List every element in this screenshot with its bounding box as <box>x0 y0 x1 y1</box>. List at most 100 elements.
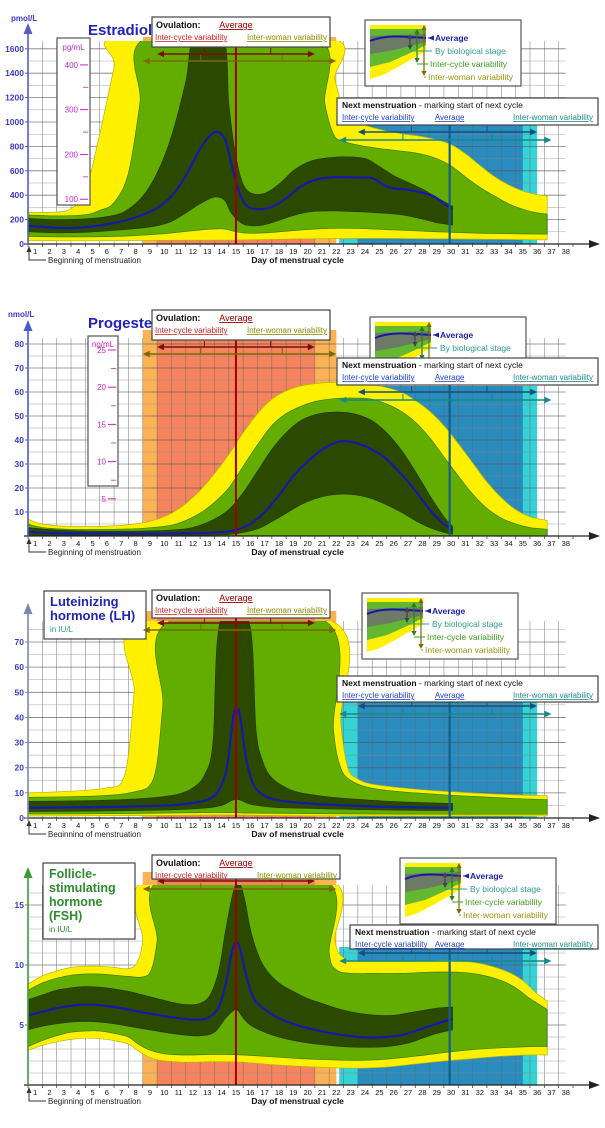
menstruation-average-label: Average <box>435 940 465 949</box>
origin-arrowhead-icon <box>26 246 32 252</box>
day-tick-label: 35 <box>519 1088 527 1097</box>
ovulation-inter-woman-label: Inter-woman variability <box>247 33 327 42</box>
menstruation-inter-cycle-arrow-left-arrowhead-icon <box>357 128 365 136</box>
day-tick-label: 14 <box>217 1088 225 1097</box>
day-tick-label: 32 <box>476 821 484 830</box>
secondary-tick-label: 200 <box>65 150 79 159</box>
y-axis-arrowhead-icon <box>23 603 33 614</box>
day-tick-label: 20 <box>303 1088 311 1097</box>
menstruation-inter-cycle-arrow-right-arrowhead-icon <box>530 128 538 136</box>
day-tick-label: 34 <box>504 1088 512 1097</box>
x-axis-arrowhead-icon <box>589 814 600 822</box>
menstruation-inter-woman-arrow-left-arrowhead-icon <box>339 957 347 965</box>
ovulation-inter-cycle-arrow-right-arrowhead-icon <box>307 619 315 627</box>
menstruation-average-label: Average <box>435 373 465 382</box>
hormone-bands <box>28 382 548 536</box>
ovulation-inter-woman-label: Inter-woman variability <box>247 326 327 335</box>
ovulation-inter-woman-arrow-right-arrowhead-icon <box>329 350 337 358</box>
legend-stage-label: By biological stage <box>440 343 511 353</box>
ovulation-heading: Ovulation: <box>156 858 201 868</box>
menstruation-box <box>336 675 599 703</box>
day-tick-label: 22 <box>332 247 340 256</box>
ovulation-annotation: Ovulation: Average Inter-cycle variability… <box>142 854 341 893</box>
day-tick-label: 27 <box>404 539 412 548</box>
ovulation-annotation: Ovulation: Average Inter-cycle variability… <box>142 16 337 65</box>
day-tick-label: 12 <box>189 539 197 548</box>
day-tick-label: 33 <box>490 539 498 548</box>
legend-woman-label: Inter-woman variability <box>425 645 511 655</box>
legend-cycle-extent-arrow-up-arrowhead-icon <box>419 326 425 331</box>
ovulation-inter-woman-arrow-right-arrowhead-icon <box>329 57 337 65</box>
day-tick-label: 8 <box>133 247 137 256</box>
menstruation-inter-cycle-arrow-right-arrowhead-icon <box>530 702 538 710</box>
ovulation-average-label: Average <box>219 20 252 30</box>
menstruation-inter-woman-arrow-left-arrowhead-icon <box>339 136 347 144</box>
chart-title: Follicle- <box>49 867 96 881</box>
secondary-tick-label: 10 <box>97 458 106 467</box>
ovulation-heading: Ovulation: <box>156 20 201 30</box>
day-tick-label: 27 <box>404 1088 412 1097</box>
day-tick-label: 9 <box>148 821 152 830</box>
origin-arrowhead-icon <box>26 538 32 544</box>
day-tick-label: 1 <box>33 539 37 548</box>
menstruation-inter-woman-arrow-right-arrowhead-icon <box>544 136 552 144</box>
y-tick-label: 30 <box>15 459 25 469</box>
ovulation-inter-cycle-arrow-left-arrowhead-icon <box>157 619 165 627</box>
menstruation-inter-woman-arrow-left-arrowhead-icon <box>339 710 347 718</box>
day-tick-label: 28 <box>418 1088 426 1097</box>
day-tick-label: 13 <box>203 821 211 830</box>
title-box <box>43 590 147 640</box>
day-tick-label: 2 <box>47 821 51 830</box>
ovulation-inter-woman-arrow-left-arrowhead-icon <box>142 626 150 634</box>
day-tick-label: 14 <box>217 247 225 256</box>
legend-woman-extent-arrow-up-arrowhead-icon <box>456 863 462 868</box>
chart-subtitle: in IU/L <box>50 625 74 634</box>
day-tick-label: 4 <box>76 1088 80 1097</box>
legend-stage-extent-arrow-up-arrowhead-icon <box>404 607 410 612</box>
chart-title: stimulating <box>49 881 116 895</box>
menstruation-box <box>336 357 599 386</box>
day-tick-label: 7 <box>119 247 123 256</box>
y-tick-label: 50 <box>15 687 25 697</box>
day-tick-label: 34 <box>504 247 512 256</box>
day-tick-label: 18 <box>275 247 283 256</box>
day-tick-label: 3 <box>62 1088 66 1097</box>
legend-woman-extent-arrow-down-arrowhead-icon <box>456 909 462 914</box>
legend-woman-extent-arrow-up-arrowhead-icon <box>426 322 432 327</box>
day-tick-label: 29 <box>433 247 441 256</box>
day-tick-label: 10 <box>160 539 168 548</box>
hormone-bands <box>28 621 548 817</box>
y-tick-label: 0 <box>19 239 24 249</box>
legend-cycle-extent-arrow-up-arrowhead-icon <box>449 867 455 872</box>
day-tick-label: 19 <box>289 247 297 256</box>
day-tick-label: 21 <box>318 539 326 548</box>
ovulation-inter-cycle-label: Inter-cycle variability <box>155 326 227 335</box>
menstruation-inter-cycle-arrow-right-arrowhead-icon <box>530 388 538 396</box>
day-tick-label: 28 <box>418 821 426 830</box>
y-tick-label: 400 <box>10 190 24 200</box>
ovulation-heading: Ovulation: <box>156 593 201 603</box>
day-tick-label: 21 <box>318 821 326 830</box>
ovulation-inter-cycle-arrow-right-arrowhead-icon <box>307 50 315 58</box>
day-tick-label: 22 <box>332 539 340 548</box>
ovulation-annotation: Ovulation: Average Inter-cycle variability… <box>142 589 337 634</box>
beginning-of-menstruation-label: Beginning of menstruation <box>48 256 141 265</box>
day-tick-label: 15 <box>232 1088 240 1097</box>
chart-title: Luteinizing <box>50 594 119 609</box>
legend-stage-extent-arrow-up-arrowhead-icon <box>442 872 448 877</box>
day-tick-label: 4 <box>76 821 80 830</box>
day-tick-label: 12 <box>189 1088 197 1097</box>
beginning-of-menstruation-label: Beginning of menstruation <box>48 830 141 837</box>
legend-average-label: Average <box>470 871 504 881</box>
day-tick-label: 28 <box>418 247 426 256</box>
menstruation-inter-woman-arrow-right-arrowhead-icon <box>544 957 552 965</box>
y-tick-label: 50 <box>15 411 25 421</box>
menstruation-inter-cycle-label: Inter-cycle variability <box>342 113 414 122</box>
chart-title: Estradiol <box>88 22 152 39</box>
menstruation-inter-woman-arrow-right-arrowhead-icon <box>544 710 552 718</box>
